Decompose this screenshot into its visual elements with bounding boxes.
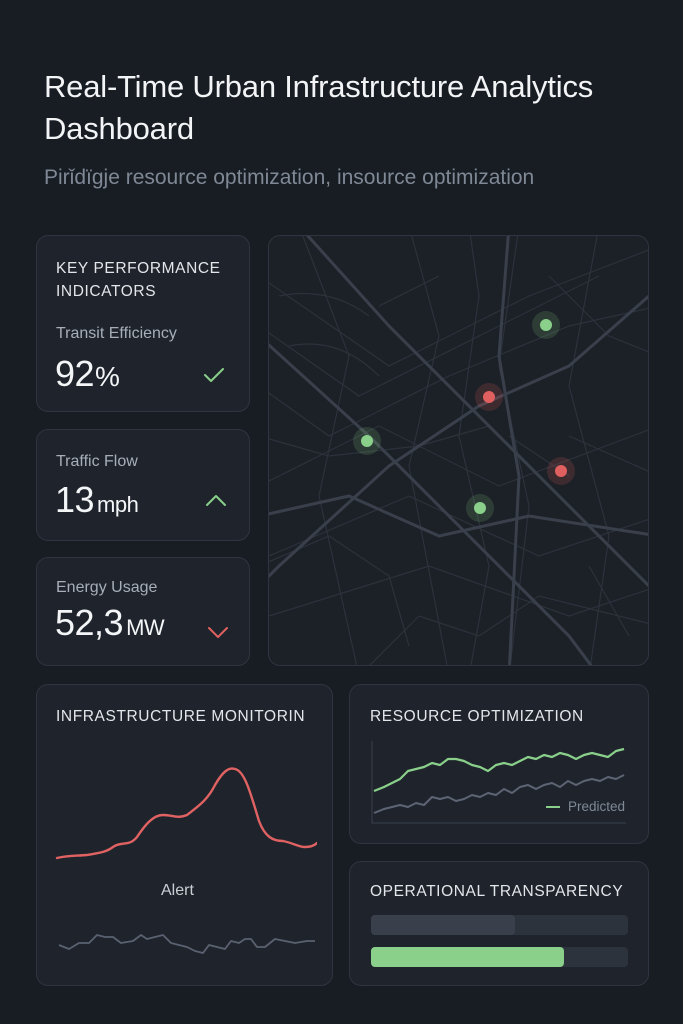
kpi-value-traffic: 13 mph	[55, 479, 139, 520]
infrastructure-line-chart	[55, 767, 317, 860]
resource-optimization-card[interactable]: RESOURCE OPTIMIZATION Predicted	[349, 684, 649, 844]
kpi-card-transit[interactable]: KEY PERFORMANCE INDICATORS Transit Effic…	[36, 235, 250, 412]
kpi-section-title: KEY PERFORMANCE INDICATORS	[56, 260, 221, 300]
chevron-down-icon	[208, 627, 228, 638]
kpi-value-transit: 92%	[55, 353, 120, 394]
kpi-card-energy[interactable]: Energy Usage 52,3 MW	[36, 557, 250, 666]
transparency-bar-2-fill	[371, 947, 564, 967]
infrastructure-title: INFRASTRUCTURE MONITORIN	[56, 708, 306, 725]
resource-line-chart	[371, 741, 626, 824]
street-grid	[269, 236, 648, 665]
map-marker-green[interactable]	[466, 494, 494, 522]
map-marker-red[interactable]	[475, 383, 503, 411]
operational-transparency-card[interactable]: OPERATIONAL TRANSPARENCY	[349, 861, 649, 986]
alert-label: Alert	[161, 882, 194, 899]
map-marker-green[interactable]	[353, 427, 381, 455]
operational-title: OPERATIONAL TRANSPARENCY	[370, 883, 624, 900]
kpi-label-energy: Energy Usage	[56, 579, 158, 596]
map-marker-red[interactable]	[547, 457, 575, 485]
infrastructure-secondary-line	[58, 934, 315, 954]
check-icon	[204, 368, 224, 382]
kpi-label-transit: Transit Efficiency	[56, 325, 177, 342]
kpi-card-traffic[interactable]: Traffic Flow 13 mph	[36, 429, 250, 541]
resource-title: RESOURCE OPTIMIZATION	[370, 708, 584, 725]
transparency-bar-2	[371, 947, 628, 967]
kpi-label-traffic: Traffic Flow	[56, 453, 138, 470]
chevron-up-icon	[206, 495, 226, 506]
transparency-bar-1-fill	[371, 915, 515, 935]
city-map[interactable]	[268, 235, 649, 666]
predicted-legend: Predicted	[546, 799, 625, 814]
page-subtitle: Pirǐdïgje resource optimization, insou…	[44, 166, 535, 189]
page-title: Real-Time Urban Infrastructure Analytics…	[44, 69, 594, 146]
infrastructure-monitoring-card[interactable]: INFRASTRUCTURE MONITORIN Alert	[36, 684, 333, 986]
kpi-value-energy: 52,3 MW	[55, 602, 165, 643]
legend-swatch	[546, 806, 560, 809]
transparency-bar-1	[371, 915, 628, 935]
map-marker-green[interactable]	[532, 311, 560, 339]
